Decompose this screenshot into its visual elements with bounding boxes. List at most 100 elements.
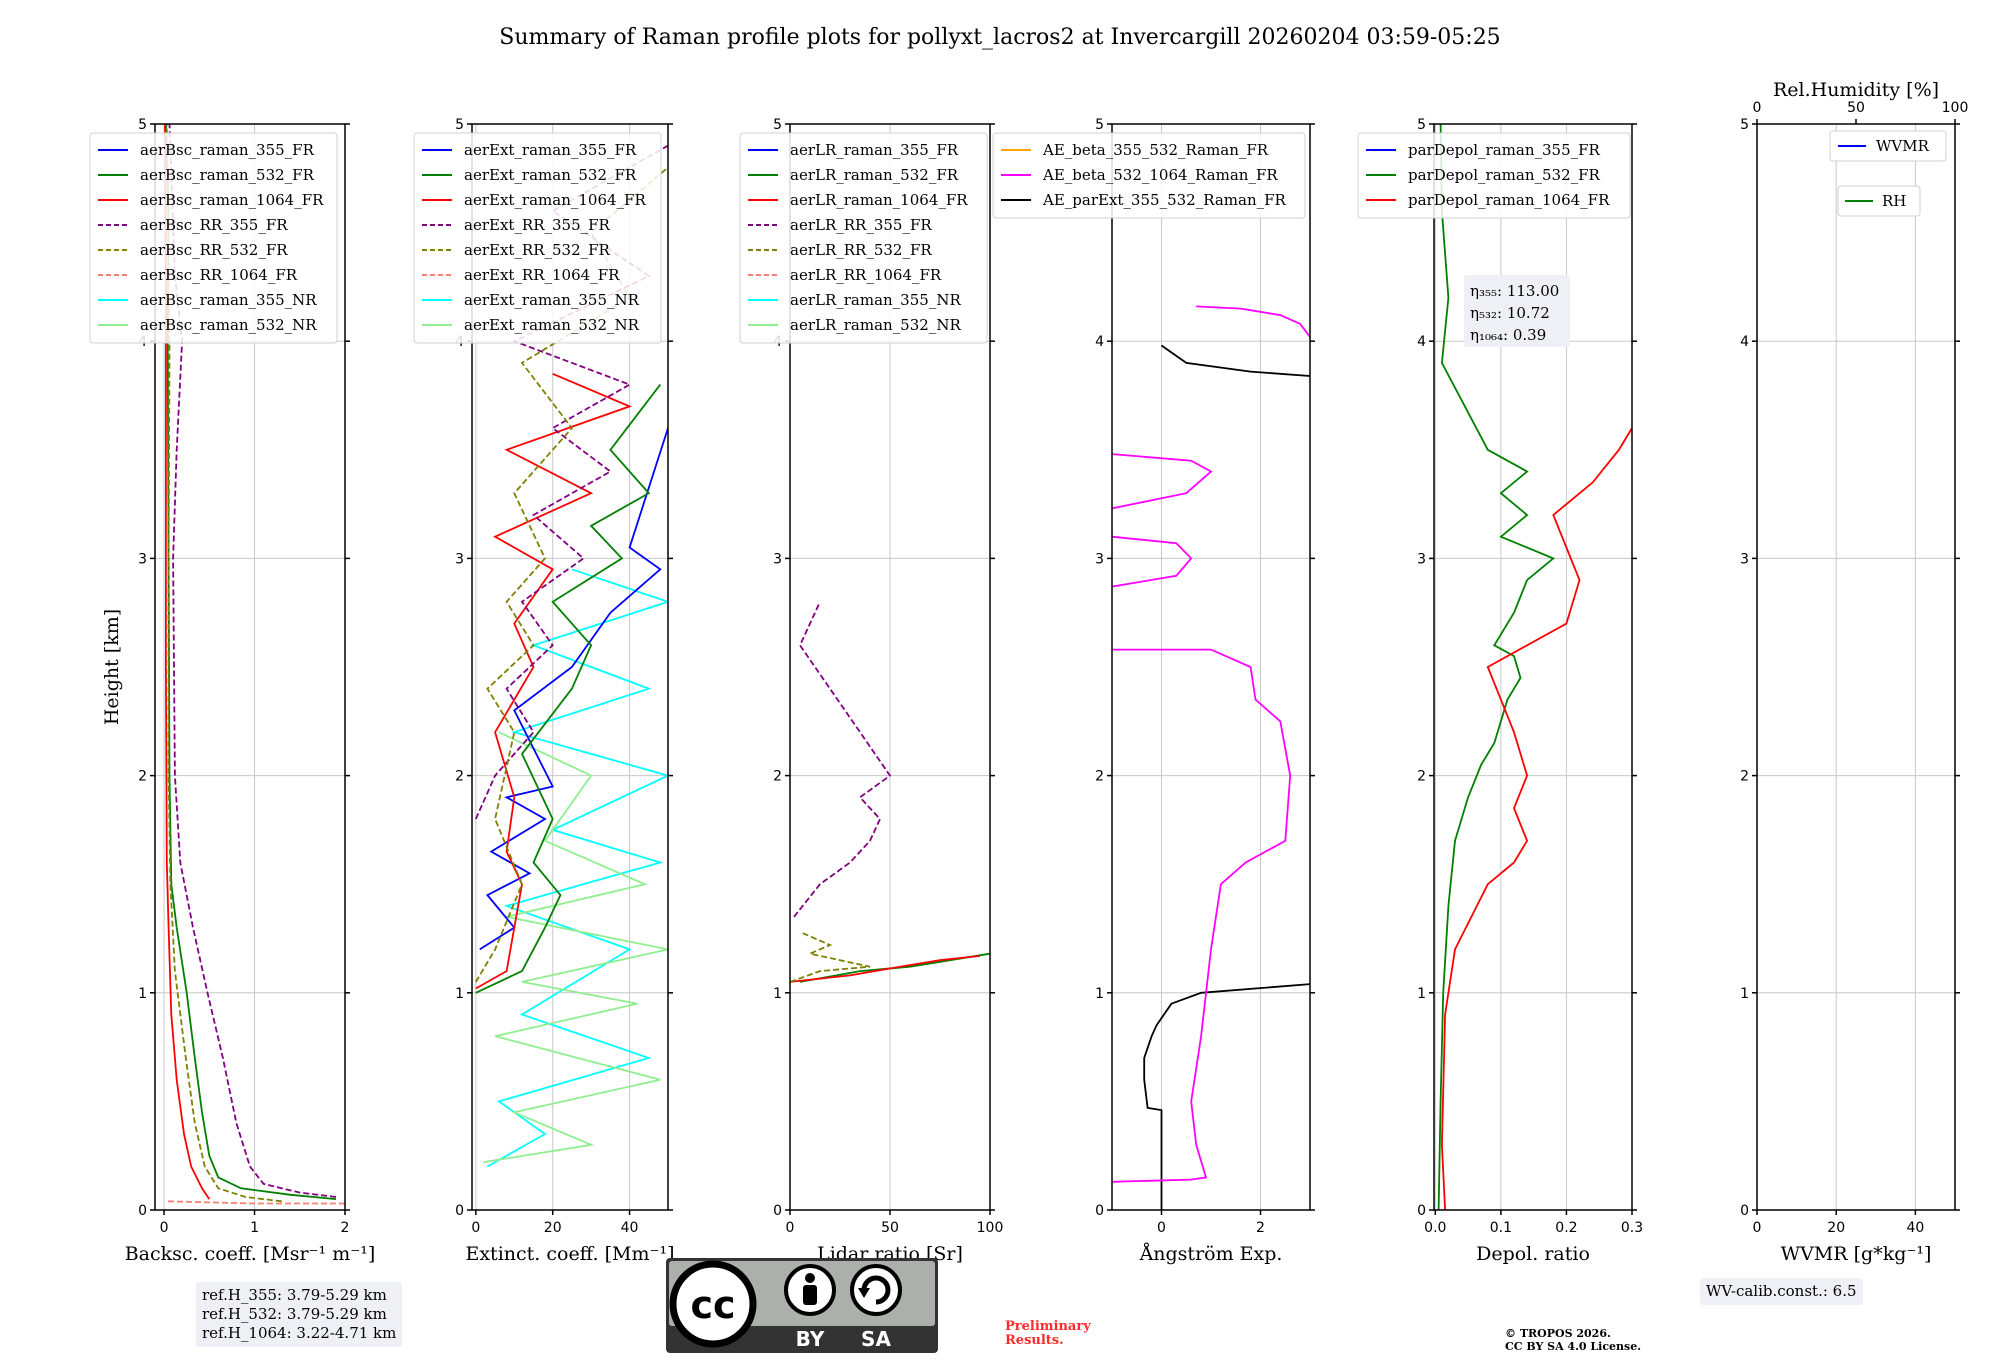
- ref-h-355: ref.H_355: 3.79-5.29 km: [202, 1286, 396, 1305]
- x-tick-label: 0: [1753, 1220, 1762, 1236]
- copyright-line-2: CC BY SA 4.0 License.: [1505, 1340, 1641, 1353]
- x-axis-label: Extinct. coeff. [Mm⁻¹]: [465, 1243, 674, 1265]
- series-line: [1196, 306, 1310, 337]
- x-axis-label: WVMR [g*kg⁻¹]: [1781, 1243, 1932, 1265]
- legend-entry: aerLR_raman_532_NR: [790, 316, 961, 334]
- legend-entry: aerLR_raman_532_FR: [790, 166, 959, 184]
- person-icon-body: [803, 1285, 817, 1305]
- legend-entry: parDepol_raman_1064_FR: [1408, 191, 1610, 209]
- series-line: [1144, 984, 1310, 1210]
- top-x-axis-label: Rel.Humidity [%]: [1773, 79, 1939, 101]
- legend-entry: aerLR_raman_355_FR: [790, 141, 959, 159]
- legend-entry: aerBsc_RR_355_FR: [140, 216, 288, 234]
- panels: 012345012Backsc. coeff. [Msr⁻¹ m⁻¹]Heigh…: [90, 79, 1968, 1265]
- x-tick-label: 40: [621, 1220, 639, 1236]
- top-x-tick-label: 0: [1753, 100, 1762, 116]
- legend-entry: aerLR_raman_355_NR: [790, 291, 961, 309]
- series-line: [480, 428, 668, 949]
- y-tick-label: 5: [773, 117, 782, 133]
- y-tick-label: 1: [138, 986, 147, 1002]
- panel-5: 0123450.0 0.1 0.2 0.3Depol. ratioparDepol_r…: [1358, 117, 1643, 1265]
- legend-entry: aerExt_raman_532_FR: [464, 166, 637, 184]
- y-tick-label: 3: [138, 551, 147, 567]
- cc-by-sa-logo: cc BY SA: [666, 1258, 938, 1353]
- series-group: [1112, 306, 1310, 1210]
- annotation-line: η₁₀₆₄: 0.39: [1470, 326, 1546, 344]
- person-icon-head: [805, 1273, 815, 1283]
- y-tick-label: 0: [455, 1203, 464, 1219]
- wv-calib-const: WV-calib.const.: 6.5: [1706, 1282, 1857, 1301]
- axes-frame: [1757, 124, 1955, 1210]
- legend-entry: aerLR_RR_1064_FR: [790, 266, 942, 284]
- legend-entry: aerExt_RR_532_FR: [464, 241, 611, 259]
- series-line: [790, 956, 980, 982]
- legend-entry: aerExt_RR_355_FR: [464, 216, 611, 234]
- cc-icon-glyph: cc: [690, 1283, 735, 1327]
- ref-h-1064: ref.H_1064: 3.22-4.71 km: [202, 1324, 396, 1343]
- x-tick-label: 0: [1157, 1220, 1166, 1236]
- legend: aerExt_raman_355_FR aerExt_raman_532_FRae…: [414, 133, 661, 343]
- legend-wvmr: WVMR: [1830, 131, 1946, 161]
- y-tick-label: 2: [1417, 769, 1426, 785]
- y-tick-label: 5: [455, 117, 464, 133]
- legend: aerLR_raman_355_FR aerLR_raman_532_FR aerL…: [740, 133, 987, 343]
- legend-entry: RH: [1882, 192, 1906, 210]
- x-tick-label: 0.1: [1490, 1220, 1512, 1236]
- series-line: [168, 1201, 345, 1203]
- y-tick-label: 3: [455, 551, 464, 567]
- legend-entry: aerExt_raman_355_FR: [464, 141, 637, 159]
- legend-entry: aerExt_raman_532_NR: [464, 316, 640, 334]
- x-tick-label: 0.0: [1424, 1220, 1446, 1236]
- y-tick-label: 1: [1095, 986, 1104, 1002]
- series-line: [1112, 537, 1191, 587]
- legend: AE_beta_355_532_Raman_FRAE_beta_532_1064…: [993, 133, 1305, 218]
- x-tick-label: 50: [881, 1220, 899, 1236]
- legend-entry: aerBsc_raman_1064_FR: [140, 191, 324, 209]
- legend-entry: aerExt_raman_1064_FR: [464, 191, 646, 209]
- legend-entry: aerLR_RR_532_FR: [790, 241, 932, 259]
- legend-frame: [90, 133, 337, 343]
- series-line: [794, 602, 890, 917]
- legend-entry: aerExt_RR_1064_FR: [464, 266, 620, 284]
- top-x-tick-label: 50: [1847, 100, 1865, 116]
- y-tick-label: 1: [773, 986, 782, 1002]
- y-tick-label: 3: [1417, 551, 1426, 567]
- series-line: [1112, 650, 1290, 1182]
- y-tick-label: 2: [455, 769, 464, 785]
- y-tick-label: 2: [773, 769, 782, 785]
- legend-entry: aerLR_raman_1064_FR: [790, 191, 968, 209]
- legend-entry: AE_parExt_355_532_Raman_FR: [1042, 191, 1287, 209]
- preliminary-results-note: Preliminary Results.: [1005, 1320, 1091, 1348]
- reference-heights-box: ref.H_355: 3.79-5.29 km ref.H_532: 3.79-…: [196, 1282, 402, 1347]
- legend-entry: aerBsc_raman_532_NR: [140, 316, 317, 334]
- legend-entry: AE_beta_355_532_Raman_FR: [1042, 141, 1269, 159]
- x-tick-label: 2: [341, 1220, 350, 1236]
- x-tick-label: 100: [977, 1220, 1004, 1236]
- series-line: [1442, 428, 1632, 1210]
- y-tick-label: 0: [1740, 1203, 1749, 1219]
- x-axis-label: Depol. ratio: [1476, 1243, 1590, 1265]
- copyright-line-1: © TROPOS 2026.: [1505, 1327, 1641, 1340]
- cc-by-label: BY: [796, 1327, 825, 1351]
- eta-annotation: η₃₅₅: 113.00 η₅₃₂: 10.72 η₁₀₆₄: 0.39: [1464, 275, 1570, 347]
- y-tick-label: 0: [1095, 1203, 1104, 1219]
- wv-calibration-box: WV-calib.const.: 6.5: [1700, 1278, 1863, 1305]
- y-tick-label: 2: [1095, 769, 1104, 785]
- legend-entry: parDepol_raman_532_FR: [1408, 166, 1601, 184]
- y-tick-label: 2: [138, 769, 147, 785]
- y-tick-label: 0: [138, 1203, 147, 1219]
- top-x-tick-label: 100: [1942, 100, 1969, 116]
- x-tick-label: 1: [250, 1220, 259, 1236]
- x-tick-label: 20: [544, 1220, 562, 1236]
- annotation-line: η₅₃₂: 10.72: [1470, 304, 1550, 322]
- annotation-line: η₃₅₅: 113.00: [1470, 282, 1559, 300]
- legend: parDepol_raman_355_FRparDepol_raman_532_…: [1358, 133, 1630, 218]
- legend-entry: aerBsc_raman_355_NR: [140, 291, 317, 309]
- y-tick-label: 5: [1417, 117, 1426, 133]
- x-tick-label: 0: [160, 1220, 169, 1236]
- x-tick-label: 40: [1906, 1220, 1924, 1236]
- panel-4: 0123450 2Ångström Exp.AE_beta_355_532_Ram…: [993, 117, 1315, 1265]
- y-tick-label: 0: [773, 1203, 782, 1219]
- cc-sa-label: SA: [861, 1327, 891, 1351]
- copyright-note: © TROPOS 2026. CC BY SA 4.0 License.: [1505, 1327, 1641, 1353]
